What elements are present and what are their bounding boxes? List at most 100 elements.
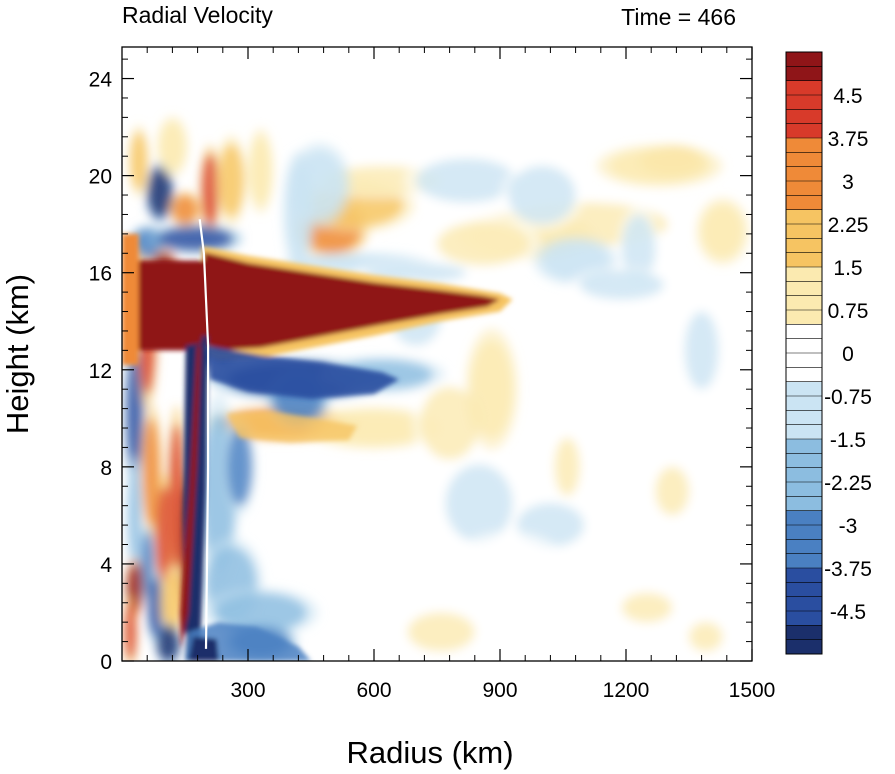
colorbar-segment: [786, 553, 822, 569]
colorbar-label: 1.5: [833, 257, 862, 280]
heatmap-blob: [124, 602, 137, 661]
colorbar-label: 2.25: [828, 214, 869, 237]
heatmap-blob: [689, 622, 723, 652]
heatmap-blob: [130, 132, 148, 191]
colorbar-label: 4.5: [833, 85, 862, 108]
colorbar-label: -1.5: [830, 429, 866, 452]
colorbar-segment: [786, 80, 822, 96]
colorbar-segment: [786, 367, 822, 383]
outflow-edge: [122, 233, 139, 365]
y-tick-label: 16: [89, 263, 112, 286]
y-tick-label: 0: [100, 651, 112, 674]
colorbar-segment: [786, 381, 822, 397]
heatmap-blob: [218, 144, 244, 217]
heatmap-blob: [201, 153, 219, 227]
heatmap-blob: [157, 226, 234, 251]
heatmap-blob: [701, 204, 744, 259]
colorbar-segment: [786, 568, 822, 583]
colorbar-label: -3: [839, 515, 858, 538]
heatmap-blob: [161, 573, 183, 632]
heatmap-blob: [462, 537, 555, 591]
outflow-core: [131, 260, 204, 351]
y-axis-label: Height (km): [0, 274, 35, 434]
colorbar-label: -4.5: [830, 601, 866, 624]
colorbar-segment: [786, 238, 822, 254]
heatmap-blob: [172, 195, 198, 225]
heatmap-blob: [128, 466, 141, 564]
y-tick-label: 4: [100, 554, 112, 577]
colorbar-segment: [786, 539, 822, 555]
heatmap-blob: [214, 593, 307, 632]
heatmap-blob: [420, 386, 479, 460]
colorbar-segment: [786, 582, 822, 598]
colorbar-segment: [786, 209, 822, 225]
heatmap-blob: [250, 136, 272, 205]
heatmap-blob: [416, 158, 517, 203]
heatmap-blob: [437, 221, 530, 266]
heatmap-field: [122, 116, 749, 661]
colorbar-segment: [786, 295, 822, 311]
midlevel-inflow: [206, 345, 400, 399]
heatmap-blob: [621, 214, 656, 283]
colorbar-segment: [786, 525, 822, 540]
colorbar-segment: [786, 439, 822, 454]
colorbar-segment: [786, 95, 822, 110]
y-tick-label: 24: [89, 69, 113, 92]
colorbar-segment: [786, 410, 822, 426]
x-tick-label: 1500: [729, 679, 776, 702]
colorbar-segment: [786, 496, 822, 512]
heatmap-blob: [227, 428, 253, 506]
colorbar-segment: [786, 166, 822, 182]
heatmap-blob: [609, 148, 710, 183]
y-tick-label: 20: [89, 166, 112, 189]
colorbar-segment: [786, 281, 822, 297]
colorbar-label: 0.75: [828, 300, 869, 323]
colorbar-segment: [786, 181, 822, 196]
colorbar-segment: [786, 52, 822, 67]
heatmap-blob: [407, 612, 475, 652]
colorbar-segment: [786, 324, 822, 340]
heatmap-blob: [684, 311, 719, 390]
colorbar-segment: [786, 453, 822, 469]
heatmap-blob: [157, 627, 179, 661]
colorbar-segment: [786, 396, 822, 411]
x-tick-label: 1200: [603, 679, 650, 702]
heatmap-blob: [285, 163, 311, 261]
eyewall-outflow-strip: [180, 345, 201, 649]
heatmap-blob: [579, 270, 664, 300]
colorbar-label: 3: [842, 171, 854, 194]
colorbar-segment: [786, 152, 822, 168]
colorbar-segment: [786, 267, 822, 282]
colorbar-segment: [786, 424, 822, 440]
colorbar-label: -2.25: [824, 472, 872, 495]
midlevel-outflow-band: [227, 411, 358, 443]
heatmap-blob: [470, 340, 513, 438]
colorbar-segment: [786, 625, 822, 641]
colorbar-segment: [786, 66, 822, 82]
colorbar-label: 0: [842, 343, 854, 366]
time-label: Time = 466: [621, 4, 736, 30]
colorbar-segment: [786, 338, 822, 354]
colorbar-segment: [786, 138, 822, 153]
y-tick-label: 8: [100, 457, 112, 480]
colorbar-label: -3.75: [824, 558, 872, 581]
heatmap-blob: [554, 437, 580, 496]
heatmap-blob: [148, 168, 172, 217]
eyewall-separator: [198, 219, 210, 649]
heatmap-blob: [508, 165, 576, 225]
colorbar-frame: [785, 51, 823, 655]
heatmap-blob: [126, 352, 143, 475]
y-tick-label: 12: [89, 360, 112, 383]
colorbar-segment: [786, 467, 822, 483]
heatmap-blob: [621, 593, 673, 623]
colorbar-segment: [786, 611, 822, 626]
colorbar-segment: [786, 195, 822, 211]
heatmap-blob: [445, 464, 513, 543]
x-tick-label: 300: [230, 679, 265, 702]
colorbar-segment: [786, 510, 822, 526]
heatmap-blob: [655, 466, 689, 516]
colorbar-segment: [786, 123, 822, 139]
colorbar-segment: [786, 482, 822, 497]
colorbar-segment: [786, 252, 822, 268]
